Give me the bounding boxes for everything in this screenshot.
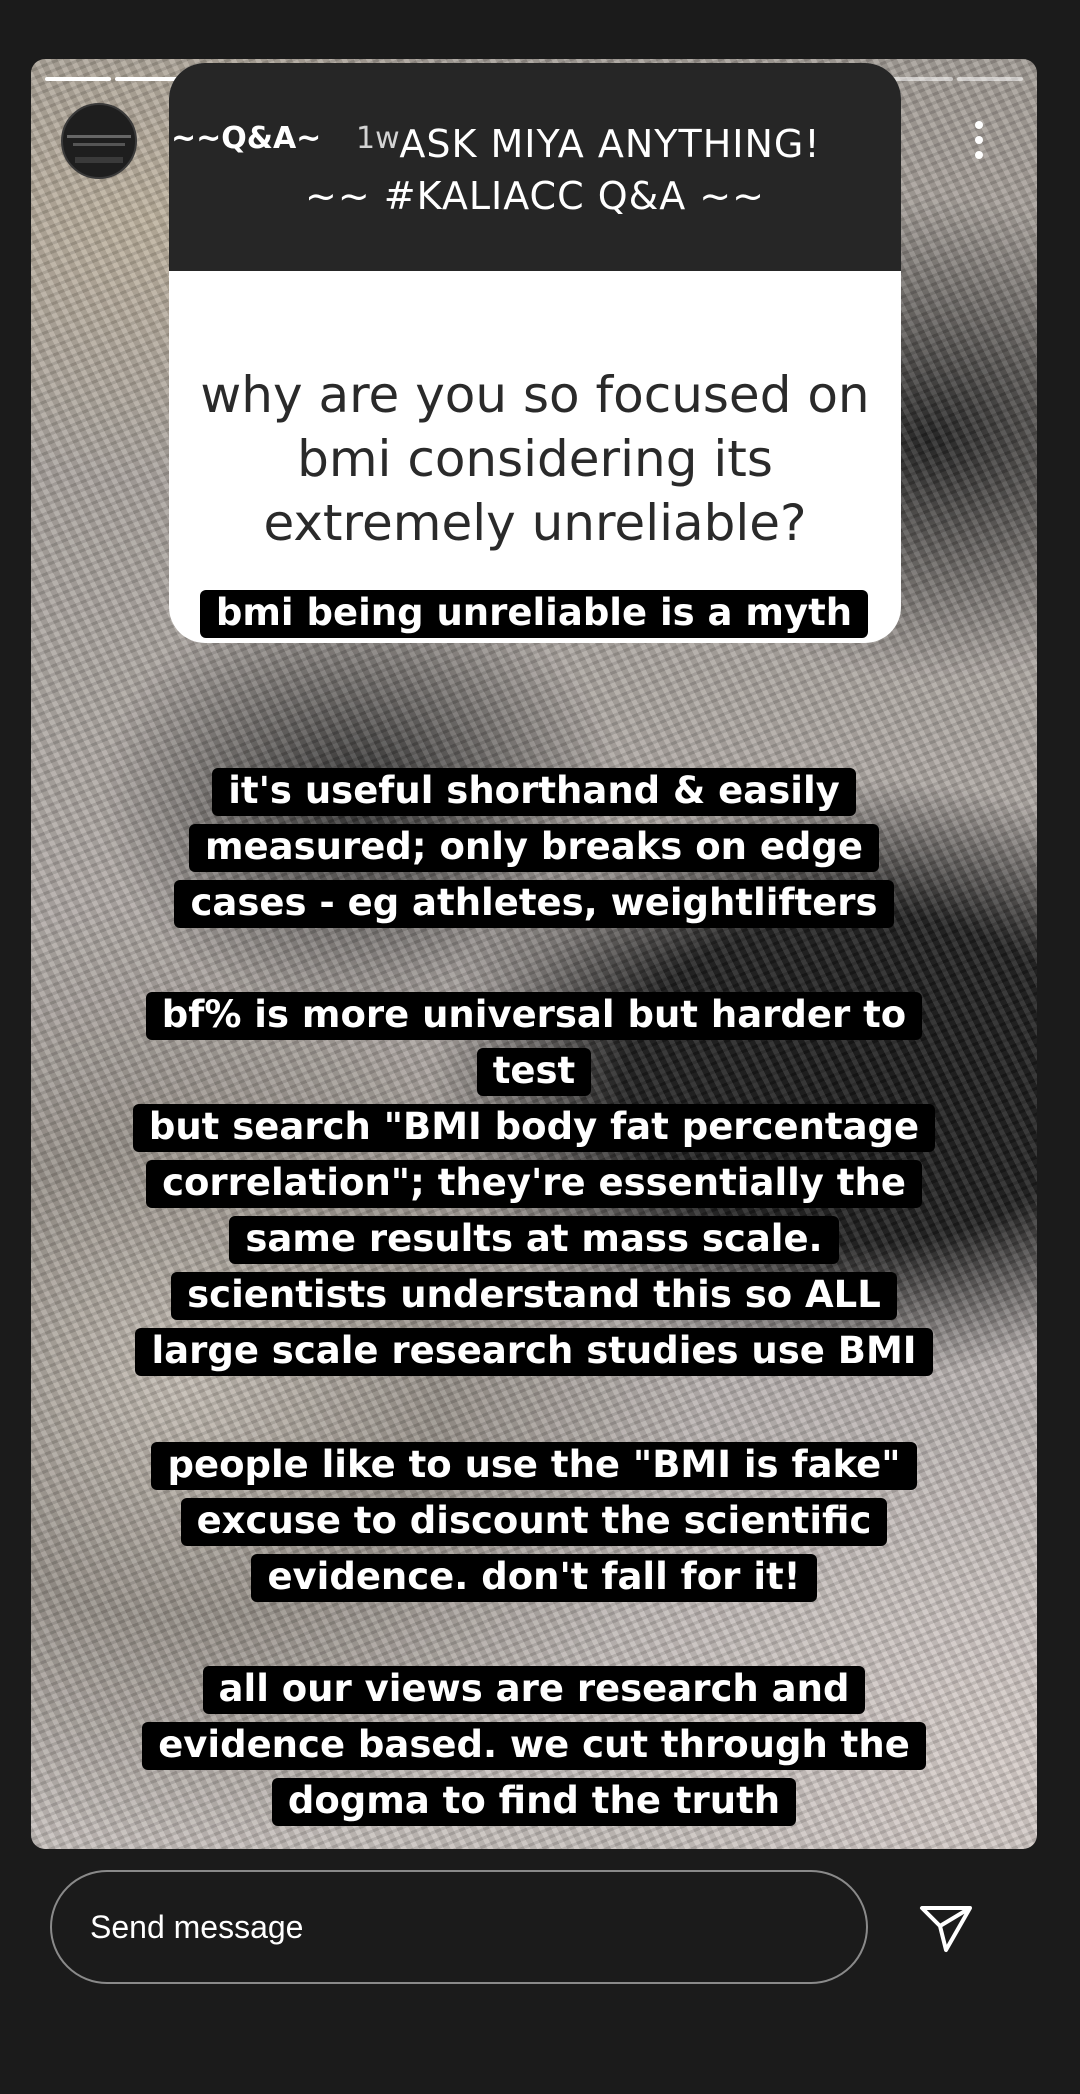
question-text: why are you so focused on bmi considerin… (200, 366, 870, 552)
question-sticker-header: ASK MIYA ANYTHING! ~~ #KALIACC Q&A ~~ (169, 63, 901, 271)
answer-line: test (31, 1043, 1037, 1099)
more-vertical-icon[interactable] (969, 121, 989, 167)
answer-block: it's useful shorthand & easily measured;… (31, 763, 1037, 931)
story-viewer[interactable]: ASK MIYA ANYTHING! ~~ #KALIACC Q&A ~~ wh… (31, 59, 1037, 1849)
answer-block: bmi being unreliable is a myth (31, 585, 1037, 641)
question-sticker[interactable]: ASK MIYA ANYTHING! ~~ #KALIACC Q&A ~~ wh… (169, 63, 901, 643)
question-sticker-title: ASK MIYA ANYTHING! (399, 122, 821, 166)
answer-line: but search "BMI body fat percentage (31, 1099, 1037, 1155)
answer-line: bmi being unreliable is a myth (31, 585, 1037, 641)
answer-block: people like to use the "BMI is fake" exc… (31, 1437, 1037, 1605)
avatar[interactable] (61, 103, 137, 179)
answer-line: all our views are research and (31, 1661, 1037, 1717)
progress-segment (956, 77, 1023, 81)
answer-block: bf% is more universal but harder to test… (31, 987, 1037, 1379)
answer-line: large scale research studies use BMI (31, 1323, 1037, 1379)
progress-segment (45, 77, 112, 81)
progress-segment (115, 77, 182, 81)
answer-block: all our views are research and evidence … (31, 1661, 1037, 1829)
reply-bar: Send message (0, 1860, 1080, 2094)
answer-line: evidence based. we cut through the (31, 1717, 1037, 1773)
story-timestamp: 1w (356, 121, 400, 156)
answer-line: people like to use the "BMI is fake" (31, 1437, 1037, 1493)
answer-line: measured; only breaks on edge (31, 819, 1037, 875)
story-username[interactable]: ~~Q&A~ (171, 121, 322, 156)
progress-segment (886, 77, 953, 81)
answer-line: cases - eg athletes, weightlifters (31, 875, 1037, 931)
answer-line: excuse to discount the scientific (31, 1493, 1037, 1549)
answer-line: bf% is more universal but harder to (31, 987, 1037, 1043)
answer-line: correlation"; they're essentially the (31, 1155, 1037, 1211)
answer-line: it's useful shorthand & easily (31, 763, 1037, 819)
paper-plane-icon[interactable] (918, 1902, 974, 1954)
answer-line: scientists understand this so ALL (31, 1267, 1037, 1323)
answer-line: evidence. don't fall for it! (31, 1549, 1037, 1605)
question-sticker-subtitle: ~~ #KALIACC Q&A ~~ (305, 174, 765, 218)
answer-line: same results at mass scale. (31, 1211, 1037, 1267)
answer-line: dogma to find the truth (31, 1773, 1037, 1829)
send-message-input[interactable]: Send message (50, 1870, 868, 1984)
